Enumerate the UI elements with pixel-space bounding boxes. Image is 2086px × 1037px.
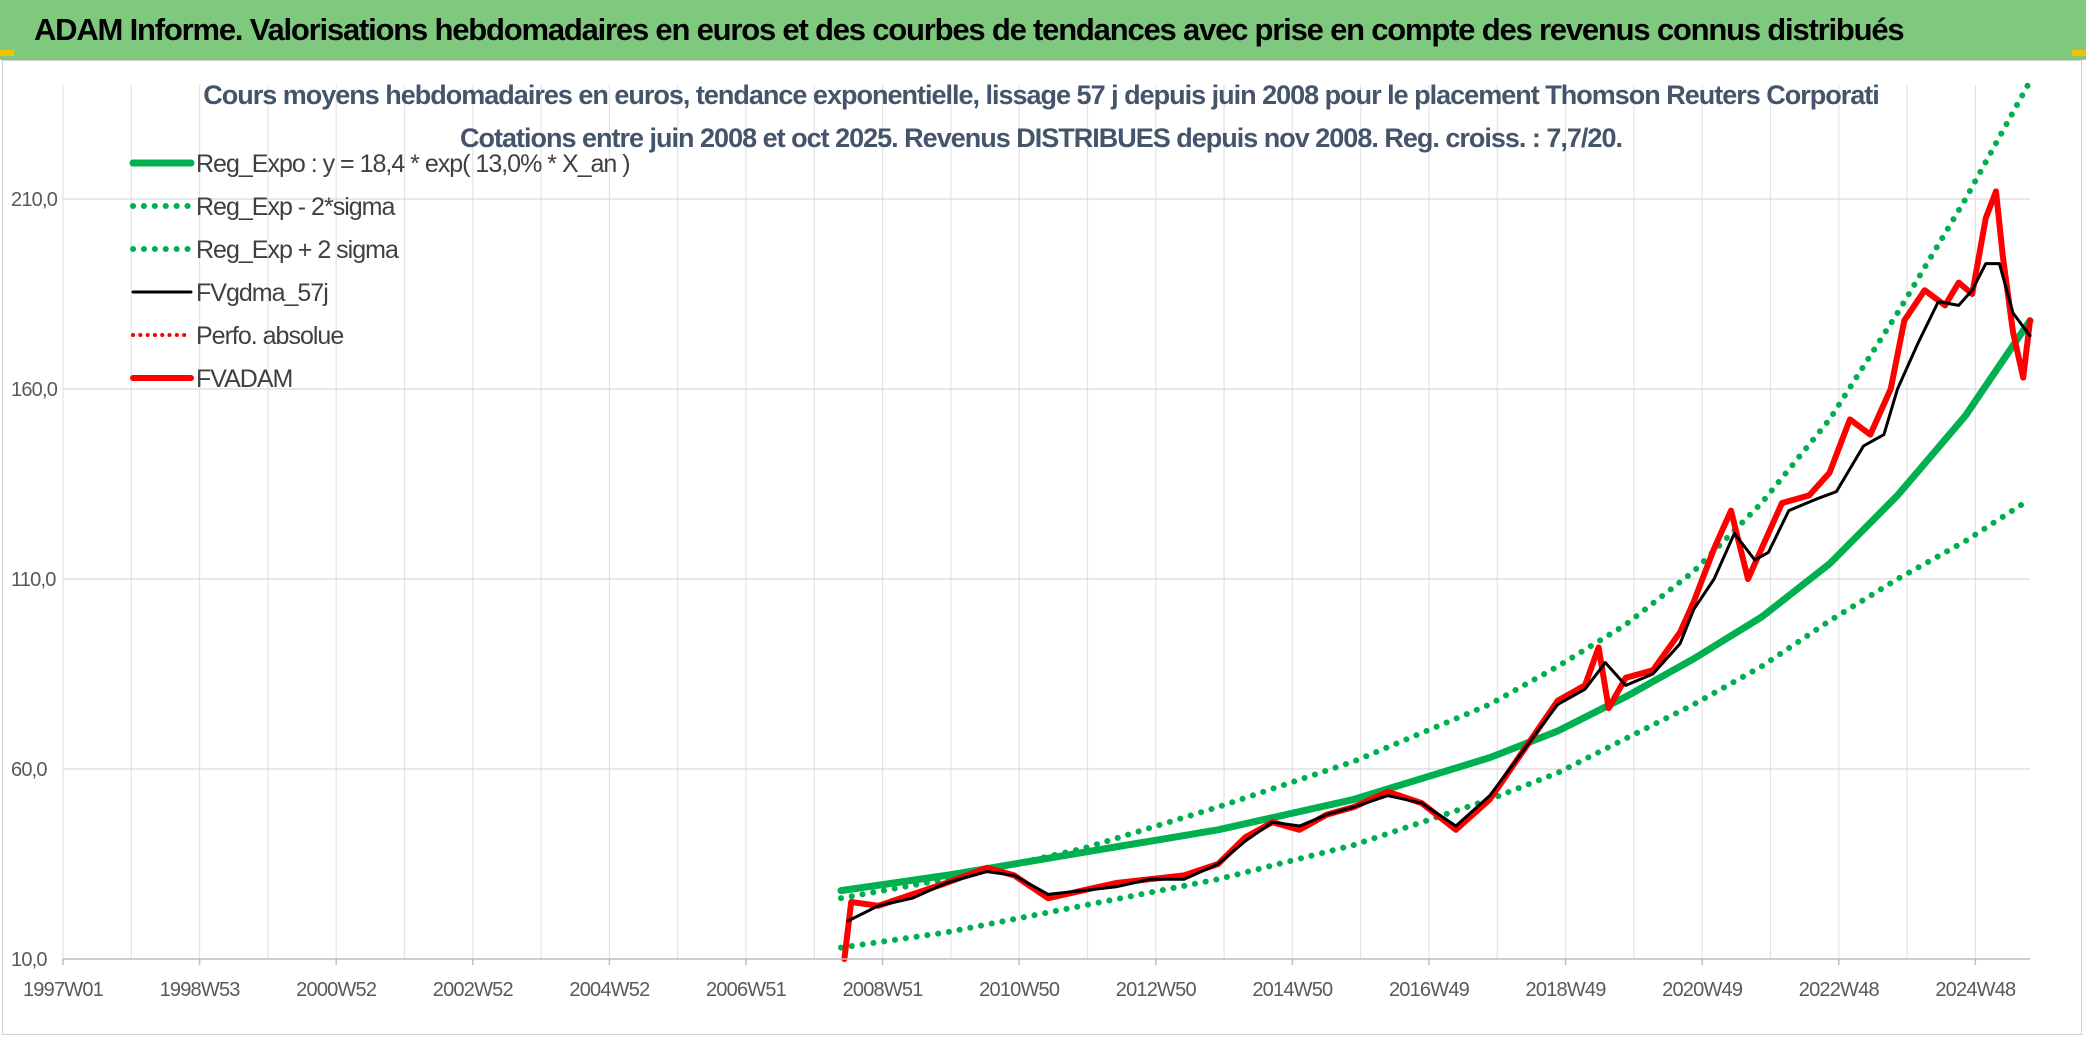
x-tick-label: 2022W48 xyxy=(1799,979,1880,1001)
x-tick-label: 2000W52 xyxy=(296,979,377,1001)
series-line-3 xyxy=(846,262,2032,923)
corner-marker-left xyxy=(0,50,14,56)
x-tick-label: 1998W53 xyxy=(160,979,241,1001)
legend-label-1: Reg_Exp - 2*sigma xyxy=(196,193,395,221)
legend-label-4: Perfo. absolue xyxy=(196,322,343,350)
report-banner: ADAM Informe. Valorisations hebdomadaire… xyxy=(0,0,2086,60)
x-tick-label: 2012W50 xyxy=(1116,979,1197,1001)
x-tick-label: 1997W01 xyxy=(23,979,104,1001)
report-title: ADAM Informe. Valorisations hebdomadaire… xyxy=(34,12,1905,47)
series-line-5 xyxy=(841,188,2033,962)
chart-subtitle: Cotations entre juin 2008 et oct 2025. R… xyxy=(460,123,1622,153)
x-tick-label: 2006W51 xyxy=(706,979,787,1001)
x-tick-label: 2008W51 xyxy=(843,979,924,1001)
y-tick-label: 10,0 xyxy=(11,949,47,971)
series-line-2 xyxy=(838,78,2033,902)
axes: 10,0 60,0 110,0 160,0 210,0 1997W01 1998W53 200… xyxy=(11,189,2030,1001)
series-line-4 xyxy=(842,189,2032,961)
x-tick-label: 2002W52 xyxy=(433,979,514,1001)
legend-label-0: Reg_Expo : y = 18,4 * exp( 13,0% * X_an … xyxy=(196,150,630,178)
x-tick-label: 2024W48 xyxy=(1935,979,2016,1001)
chart-title: Cours moyens hebdomadaires en euros, ten… xyxy=(203,80,1879,110)
series-layer xyxy=(837,78,2034,962)
legend-label-3: FVgdma_57j xyxy=(196,279,328,307)
x-tick-label: 2018W49 xyxy=(1526,979,1607,1001)
chart-svg: 10,0 60,0 110,0 160,0 210,0 1997W01 1998W53 200… xyxy=(11,78,2034,1001)
x-tick-label: 2014W50 xyxy=(1252,979,1333,1001)
series-line-0 xyxy=(837,317,2034,895)
legend: Reg_Expo : y = 18,4 * exp( 13,0% * X_an … xyxy=(129,150,631,393)
y-tick-label: 60,0 xyxy=(11,759,47,781)
chart-frame: 10,0 60,0 110,0 160,0 210,0 1997W01 1998W53 200… xyxy=(2,60,2082,1035)
legend-label-5: FVADAM xyxy=(196,365,292,393)
grid xyxy=(62,85,2030,960)
x-tick-label: 2020W49 xyxy=(1662,979,1743,1001)
x-tick-label: 2004W52 xyxy=(569,979,650,1001)
legend-label-2: Reg_Exp + 2 sigma xyxy=(196,236,399,264)
corner-marker-right xyxy=(2072,50,2086,56)
x-tick-label: 2010W50 xyxy=(979,979,1060,1001)
y-tick-label: 110,0 xyxy=(11,569,56,591)
y-tick-label: 210,0 xyxy=(11,189,58,211)
x-tick-label: 2016W49 xyxy=(1389,979,1470,1001)
y-tick-label: 160,0 xyxy=(11,379,58,401)
